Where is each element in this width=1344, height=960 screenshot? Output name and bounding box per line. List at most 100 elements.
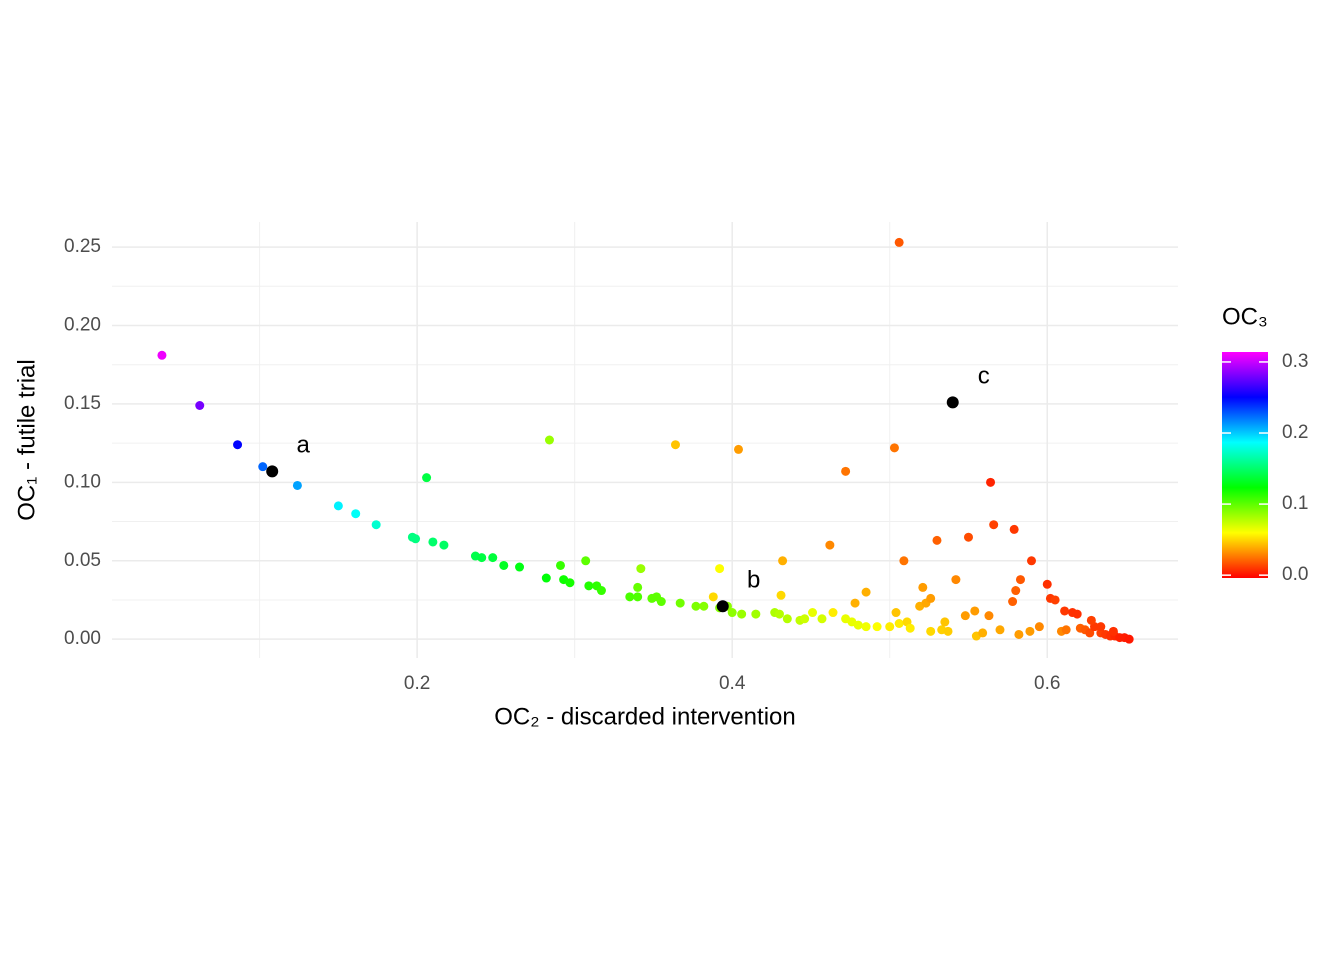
point: [825, 540, 835, 550]
point: [499, 560, 509, 570]
y-tick-label: 0.20: [64, 315, 101, 336]
point: [1025, 626, 1035, 636]
point: [978, 628, 988, 638]
point: [1014, 629, 1024, 639]
annotation: c: [978, 363, 990, 390]
point: [905, 623, 915, 633]
point: [541, 573, 551, 583]
point: [565, 578, 575, 588]
point: [817, 614, 827, 624]
grid: [112, 222, 1178, 658]
point: [233, 440, 243, 450]
annotation: a: [297, 432, 311, 459]
point: [926, 626, 936, 636]
point: [715, 564, 725, 574]
point: [1108, 626, 1118, 636]
colorbar: [1222, 352, 1268, 578]
point: [1034, 622, 1044, 632]
point: [1086, 615, 1096, 625]
point: [636, 564, 646, 574]
point: [351, 509, 361, 519]
point: [751, 609, 761, 619]
point: [422, 473, 432, 483]
point: [861, 587, 871, 597]
point: [984, 611, 994, 621]
point: [918, 582, 928, 592]
point: [555, 560, 565, 570]
point: [943, 626, 953, 636]
point: [633, 582, 643, 592]
highlight-point: [946, 396, 959, 409]
point: [544, 435, 554, 445]
point: [776, 590, 786, 600]
colorbar-tick-label: 0.3: [1282, 351, 1308, 372]
point: [195, 400, 205, 410]
point: [675, 598, 685, 608]
point: [1061, 625, 1071, 635]
point: [986, 477, 996, 487]
point: [488, 553, 498, 563]
point: [1009, 524, 1019, 534]
point: [581, 556, 591, 566]
point: [1015, 575, 1025, 585]
point: [1124, 634, 1134, 644]
point: [596, 586, 606, 596]
point: [333, 501, 343, 511]
point: [778, 556, 788, 566]
point: [292, 480, 302, 490]
point: [989, 520, 999, 530]
y-axis-title: OC₁ - futile trial: [13, 359, 40, 520]
y-tick-label: 0.15: [64, 393, 101, 414]
point: [733, 444, 743, 454]
point: [157, 350, 167, 360]
point: [515, 562, 525, 572]
point: [940, 617, 950, 627]
point: [691, 601, 701, 611]
x-tick-label: 0.4: [719, 673, 746, 694]
point: [737, 609, 747, 619]
point: [1072, 609, 1082, 619]
y-tick-label: 0.05: [64, 550, 101, 571]
point: [1060, 606, 1070, 616]
point: [926, 593, 936, 603]
x-tick-label: 0.2: [404, 673, 430, 694]
point: [1085, 628, 1095, 638]
point: [708, 592, 718, 602]
point: [970, 606, 980, 616]
point: [1042, 579, 1052, 589]
x-axis-title: OC₂ - discarded intervention: [494, 703, 795, 730]
point: [800, 614, 810, 624]
point: [584, 581, 594, 591]
point: [841, 466, 851, 476]
point: [891, 608, 901, 618]
point: [872, 622, 882, 632]
point: [670, 440, 680, 450]
point: [951, 575, 961, 585]
point: [411, 534, 421, 544]
colorbar-tick-label: 0.2: [1282, 422, 1308, 443]
point: [808, 608, 818, 618]
point: [828, 608, 838, 618]
point: [699, 601, 709, 611]
colorbar-tick-label: 0.1: [1282, 493, 1308, 514]
highlight-point: [716, 600, 729, 613]
y-tick-label: 0.10: [64, 471, 101, 492]
y-tick-label: 0.25: [64, 236, 101, 257]
highlight-point: [266, 465, 279, 478]
point: [774, 609, 784, 619]
point: [1096, 622, 1106, 632]
point: [932, 535, 942, 545]
point: [439, 540, 449, 550]
point: [1026, 556, 1036, 566]
point: [428, 537, 438, 547]
point: [371, 520, 381, 530]
point: [995, 625, 1005, 635]
point: [1008, 597, 1018, 607]
point: [850, 598, 860, 608]
point: [477, 553, 487, 563]
point: [1011, 586, 1021, 596]
colorbar-tick-label: 0.0: [1282, 564, 1308, 585]
point: [1050, 595, 1060, 605]
